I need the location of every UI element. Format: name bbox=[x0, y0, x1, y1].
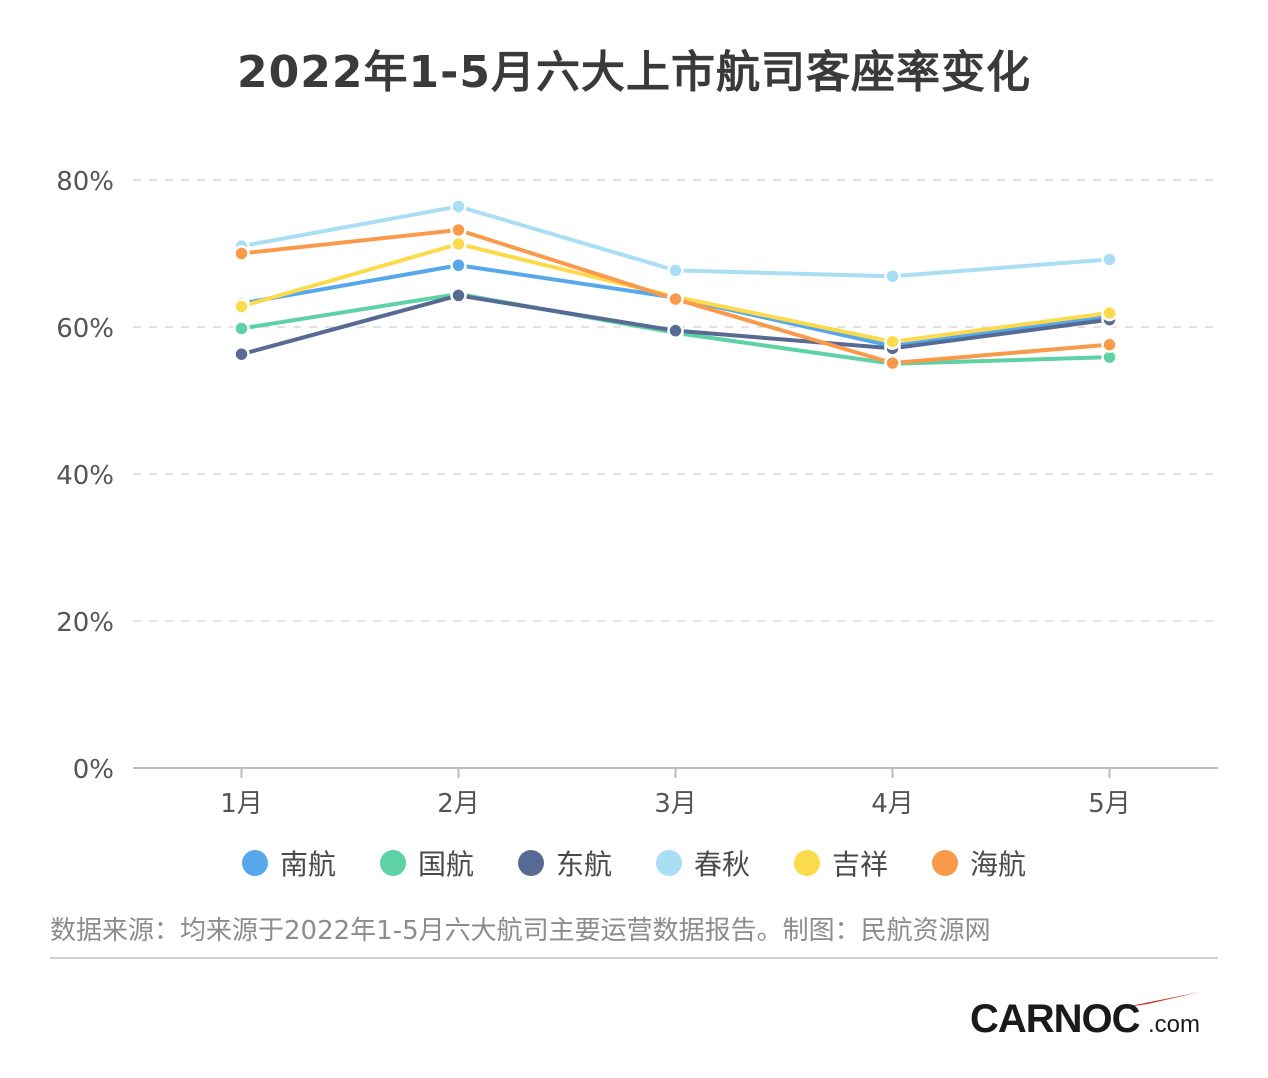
legend-marker bbox=[656, 850, 682, 876]
legend-marker bbox=[517, 850, 544, 876]
x-tick-label: 2月 bbox=[437, 789, 480, 819]
y-tick-label: 20% bbox=[56, 608, 114, 638]
data-point bbox=[884, 354, 901, 372]
legend-marker bbox=[794, 850, 821, 876]
data-point bbox=[1101, 251, 1118, 268]
carnoc-logo-mark: CARNOC .com bbox=[970, 992, 1200, 1041]
legend-label: 吉祥 bbox=[832, 848, 889, 881]
data-point bbox=[1101, 336, 1118, 353]
data-point bbox=[450, 221, 467, 239]
x-tick-label: 1月 bbox=[220, 789, 263, 819]
source-note: 数据来源：均来源于2022年1-5月六大航司主要运营数据报告。制图：民航资源网 bbox=[50, 916, 991, 946]
line-chart: 0% 20% 40% 60% 80% 1月 2月 3月 4月 5月 bbox=[56, 167, 1218, 819]
legend-label: 南航 bbox=[279, 848, 336, 881]
chart-title: 2022年1-5月六大上市航司客座率变化 bbox=[237, 47, 1031, 98]
data-point bbox=[667, 262, 684, 279]
data-point bbox=[233, 298, 250, 315]
legend-label: 东航 bbox=[555, 848, 612, 881]
y-tick-label: 40% bbox=[56, 461, 114, 491]
legend-item: 海航 bbox=[932, 843, 1026, 883]
data-point bbox=[450, 235, 467, 253]
data-point bbox=[233, 245, 250, 262]
data-point bbox=[233, 320, 250, 337]
y-tick-label: 60% bbox=[56, 314, 114, 344]
data-point bbox=[884, 268, 901, 285]
data-point bbox=[1101, 304, 1118, 322]
data-point bbox=[233, 345, 250, 363]
legend-label: 春秋 bbox=[694, 848, 751, 881]
data-point bbox=[667, 290, 684, 308]
data-point bbox=[450, 287, 467, 304]
logo-suffix-text: .com bbox=[1148, 1011, 1200, 1038]
legend-label: 国航 bbox=[417, 848, 474, 881]
y-tick-label: 80% bbox=[56, 167, 114, 197]
logo-main-text: CARNOC bbox=[970, 997, 1140, 1041]
data-point bbox=[450, 198, 467, 215]
carnoc-logo: CARNOC .com bbox=[970, 990, 1210, 1041]
chart-legend: 南航 国航 东航 春秋 吉祥 海航 bbox=[0, 843, 1268, 883]
data-point bbox=[450, 257, 467, 274]
x-tick-label: 5月 bbox=[1088, 789, 1131, 819]
x-tick-label: 3月 bbox=[654, 789, 697, 819]
legend-marker bbox=[241, 850, 268, 876]
y-tick-label: 0% bbox=[73, 755, 114, 785]
legend-marker bbox=[379, 850, 406, 876]
legend-marker bbox=[932, 850, 959, 876]
x-tick-label: 4月 bbox=[871, 789, 914, 819]
divider bbox=[50, 957, 1218, 959]
data-point bbox=[884, 333, 901, 350]
legend-item: 春秋 bbox=[656, 843, 750, 883]
legend-item: 吉祥 bbox=[794, 843, 888, 883]
legend-item: 东航 bbox=[517, 843, 612, 883]
legend-item: 南航 bbox=[241, 843, 336, 883]
legend-item: 国航 bbox=[379, 843, 474, 883]
legend-label: 海航 bbox=[970, 848, 1027, 881]
data-point bbox=[667, 322, 684, 339]
